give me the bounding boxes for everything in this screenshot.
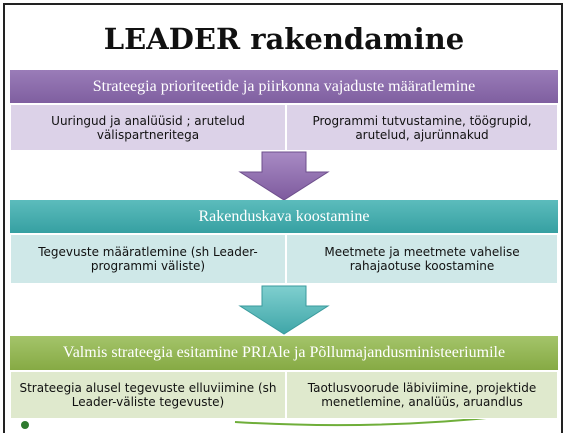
bullet <box>21 421 29 429</box>
section-heading: Rakenduskava koostamine <box>10 200 558 233</box>
section-heading: Valmis strateegia esitamine PRIAle ja Põ… <box>10 336 558 370</box>
section-item: Taotlusvoorude läbiviimine, projektide m… <box>286 371 558 419</box>
title: LEADER rakendamine <box>103 22 465 56</box>
section-heading: Strateegia prioriteetide ja piirkonna va… <box>10 70 558 103</box>
section-item: Tegevuste määratlemine (sh Leader-progra… <box>10 234 286 284</box>
section-item: Programmi tutvustamine, töögrupid, arute… <box>286 104 558 151</box>
section-item: Meetmete ja meetmete vahelise rahajaotus… <box>286 234 558 284</box>
arrow-down <box>238 285 330 335</box>
section-item: Strateegia alusel tegevuste elluviimine … <box>10 371 286 419</box>
slide-frame <box>3 3 563 433</box>
arrow-down <box>238 151 330 201</box>
section-item: Uuringud ja analüüsid ; arutelud välispa… <box>10 104 286 151</box>
